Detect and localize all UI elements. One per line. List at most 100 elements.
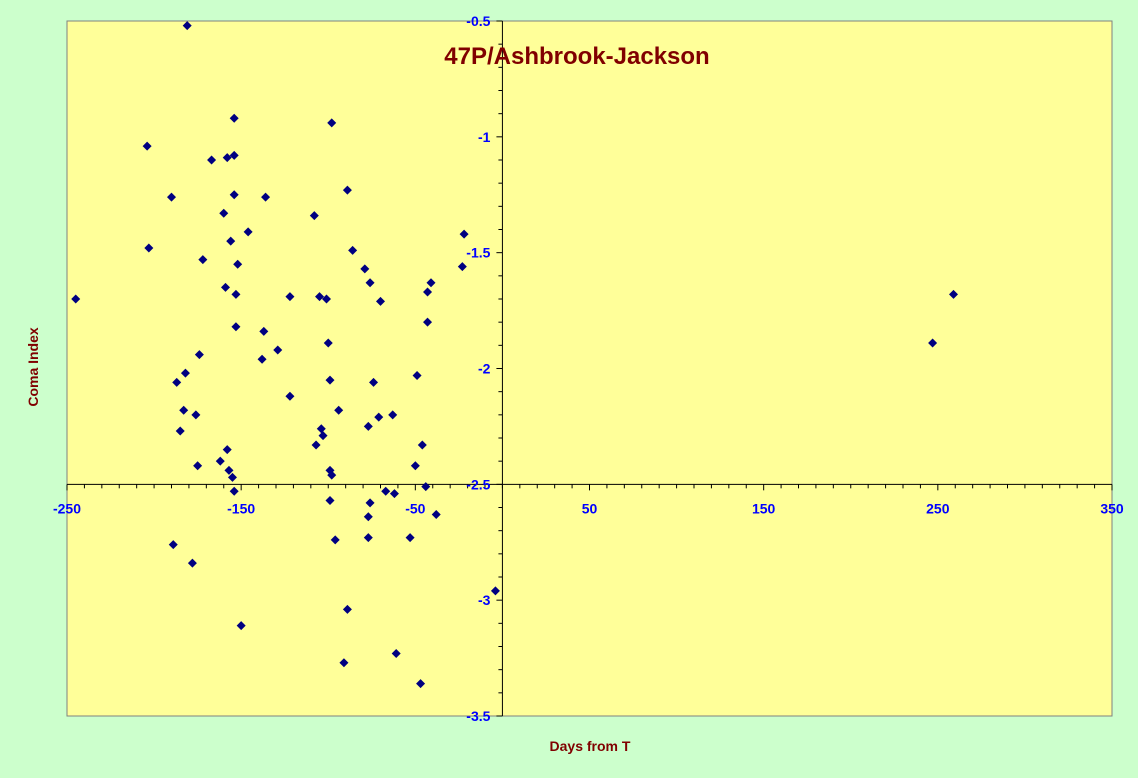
data-points bbox=[71, 21, 959, 689]
data-point bbox=[180, 368, 190, 378]
data-point bbox=[219, 208, 229, 218]
data-point bbox=[381, 486, 391, 496]
y-tick-label: -0.5 bbox=[466, 13, 490, 29]
data-point bbox=[144, 243, 154, 253]
x-tick-label: 150 bbox=[752, 500, 776, 516]
data-point bbox=[142, 141, 152, 151]
tick-labels: -250 -150 -50 50 150 250 350 -0.5 -1 -1.5 -2 -2.5 -3… bbox=[53, 13, 1124, 724]
data-point bbox=[224, 465, 234, 475]
data-point bbox=[318, 431, 328, 441]
data-point bbox=[389, 489, 399, 499]
data-point bbox=[191, 410, 201, 420]
data-point bbox=[431, 509, 441, 519]
data-point bbox=[391, 648, 401, 658]
x-tick-label: 50 bbox=[582, 500, 598, 516]
data-point bbox=[167, 192, 176, 202]
data-point bbox=[490, 586, 500, 596]
data-point bbox=[231, 322, 241, 332]
data-point bbox=[229, 190, 239, 200]
data-point bbox=[459, 229, 469, 239]
data-point bbox=[365, 498, 375, 508]
x-tick-label: 350 bbox=[1100, 500, 1124, 516]
data-point bbox=[327, 470, 337, 480]
data-point bbox=[311, 440, 321, 450]
data-point bbox=[322, 294, 332, 304]
x-tick-label: -50 bbox=[405, 500, 425, 516]
data-point bbox=[261, 192, 271, 202]
data-point bbox=[423, 317, 433, 327]
data-point bbox=[363, 533, 373, 543]
data-point bbox=[342, 604, 352, 614]
data-point bbox=[175, 426, 185, 436]
data-point bbox=[363, 421, 373, 431]
data-point bbox=[193, 461, 203, 471]
data-point bbox=[179, 405, 189, 415]
data-point bbox=[323, 338, 333, 348]
data-point bbox=[222, 153, 232, 163]
data-point bbox=[410, 461, 420, 471]
data-point bbox=[417, 440, 427, 450]
x-tick-label: -250 bbox=[53, 500, 81, 516]
data-point bbox=[229, 150, 239, 160]
data-point bbox=[457, 262, 467, 272]
data-point bbox=[325, 375, 335, 385]
data-point bbox=[285, 292, 295, 302]
plot-area bbox=[66, 20, 1113, 717]
data-point bbox=[231, 289, 241, 299]
data-point bbox=[227, 472, 237, 482]
data-point bbox=[949, 289, 959, 299]
data-point bbox=[365, 278, 375, 288]
data-point bbox=[222, 445, 232, 455]
data-point bbox=[257, 354, 267, 364]
data-point bbox=[421, 482, 431, 492]
data-point bbox=[71, 294, 81, 304]
data-point bbox=[187, 558, 197, 568]
data-point bbox=[348, 245, 358, 255]
data-point bbox=[226, 236, 236, 246]
data-point bbox=[363, 512, 373, 522]
y-tick-label: -1.5 bbox=[466, 245, 490, 261]
data-point bbox=[412, 370, 422, 380]
data-point bbox=[388, 410, 398, 420]
data-point bbox=[360, 264, 370, 274]
data-point bbox=[334, 405, 344, 415]
y-tick-label: -1 bbox=[478, 129, 491, 145]
data-point bbox=[273, 345, 283, 355]
y-tick-label: -2.5 bbox=[466, 476, 490, 492]
data-point bbox=[198, 255, 208, 265]
data-point bbox=[405, 533, 415, 543]
data-point bbox=[236, 621, 246, 631]
chart-title: 47P/Ashbrook-Jackson bbox=[444, 43, 709, 70]
data-point bbox=[339, 658, 349, 668]
x-tick-label: 250 bbox=[926, 500, 950, 516]
data-point bbox=[182, 21, 192, 31]
y-tick-label: -3 bbox=[478, 592, 491, 608]
data-point bbox=[168, 540, 178, 550]
data-point bbox=[229, 486, 239, 496]
data-point bbox=[229, 113, 239, 123]
data-point bbox=[374, 412, 384, 422]
data-point bbox=[259, 326, 269, 336]
data-point bbox=[426, 278, 436, 288]
data-point bbox=[316, 424, 326, 434]
data-point bbox=[369, 377, 379, 387]
data-point bbox=[330, 535, 340, 545]
data-point bbox=[207, 155, 217, 165]
y-tick-label: -3.5 bbox=[466, 708, 490, 724]
x-tick-label: -150 bbox=[227, 500, 255, 516]
data-point bbox=[315, 292, 325, 302]
data-point bbox=[325, 496, 335, 506]
data-point bbox=[243, 227, 253, 237]
data-point bbox=[423, 287, 433, 297]
x-axis-label: Days from T bbox=[550, 738, 631, 754]
y-tick-label: -2 bbox=[478, 361, 491, 377]
data-point bbox=[215, 456, 225, 466]
data-point bbox=[309, 211, 319, 221]
data-point bbox=[172, 377, 182, 387]
data-point bbox=[285, 391, 295, 401]
data-point bbox=[928, 338, 938, 348]
axes bbox=[66, 20, 1113, 717]
data-point bbox=[220, 282, 230, 292]
